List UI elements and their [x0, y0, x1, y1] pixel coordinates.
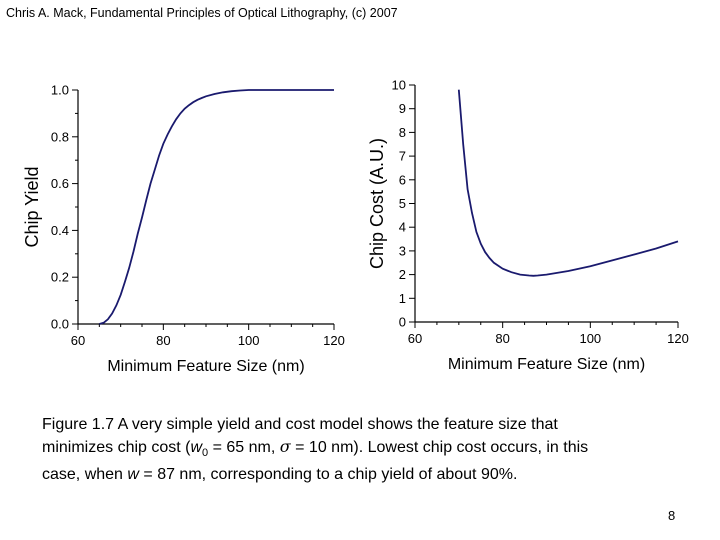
cost-x-axis-label: Minimum Feature Size (nm) [448, 356, 645, 373]
cost-x-tick-label: 80 [495, 331, 509, 346]
yield-y-tick-label: 0.8 [51, 129, 69, 144]
yield-x-axis-label: Minimum Feature Size (nm) [107, 358, 304, 375]
slide-header: Chris A. Mack, Fundamental Principles of… [6, 6, 398, 20]
cost-y-tick-label: 3 [399, 243, 406, 258]
yield-y-tick-label: 0.4 [51, 223, 69, 238]
w-symbol-2: w [127, 466, 139, 484]
cost-y-tick-label: 8 [399, 125, 406, 140]
yield-y-axis-label: Chip Yield [22, 166, 42, 247]
yield-x-tick-label: 120 [323, 333, 345, 348]
yield-y-tick-label: 1.0 [51, 83, 69, 98]
yield-x-tick-label: 60 [71, 333, 85, 348]
cost-y-tick-label: 2 [399, 267, 406, 282]
caption-line-3: case, when w = 87 nm, corresponding to a… [42, 466, 518, 484]
cost-x-tick-label: 60 [408, 331, 422, 346]
cost-y-axis-label: Chip Cost (A.U.) [367, 138, 387, 269]
yield-series-line [99, 89, 334, 325]
cost-x-tick-label: 120 [667, 331, 689, 346]
w-symbol: w [190, 438, 203, 456]
cost-y-tick-label: 5 [399, 196, 406, 211]
sigma-symbol: σ [279, 436, 291, 456]
yield-x-tick-label: 100 [238, 333, 260, 348]
chip-cost-chart: 60 80 100 120 0 1 2 3 4 5 6 7 8 9 10 Minimum Feature Si… [367, 78, 689, 374]
chip-yield-chart: 60 80 100 120 0.0 0.2 0.4 0.6 0.8 1.0 Minimum Feat… [22, 83, 345, 376]
yield-y-tick-label: 0.0 [51, 317, 69, 332]
cost-y-tick-label: 10 [392, 78, 406, 93]
caption-line-2: minimizes chip cost (w0 = 65 nm, σ = 10 … [42, 436, 589, 459]
cost-y-tick-label: 1 [399, 291, 406, 306]
cost-x-tick-label: 100 [579, 331, 601, 346]
cost-y-tick-label: 9 [399, 101, 406, 116]
yield-y-tick-label: 0.6 [51, 176, 69, 191]
cost-y-tick-label: 6 [399, 172, 406, 187]
cost-series-line [457, 89, 679, 277]
cost-y-tick-label: 7 [399, 149, 406, 164]
cost-y-tick-label: 0 [399, 315, 406, 330]
cost-y-tick-label: 4 [399, 220, 406, 235]
caption-line-1: Figure 1.7 A very simple yield and cost … [42, 416, 558, 433]
figure-caption: Figure 1.7 A very simple yield and cost … [42, 414, 702, 486]
w-subscript: 0 [202, 446, 209, 459]
yield-x-tick-label: 80 [156, 333, 170, 348]
page-number: 8 [668, 508, 676, 523]
yield-y-tick-label: 0.2 [51, 270, 69, 285]
